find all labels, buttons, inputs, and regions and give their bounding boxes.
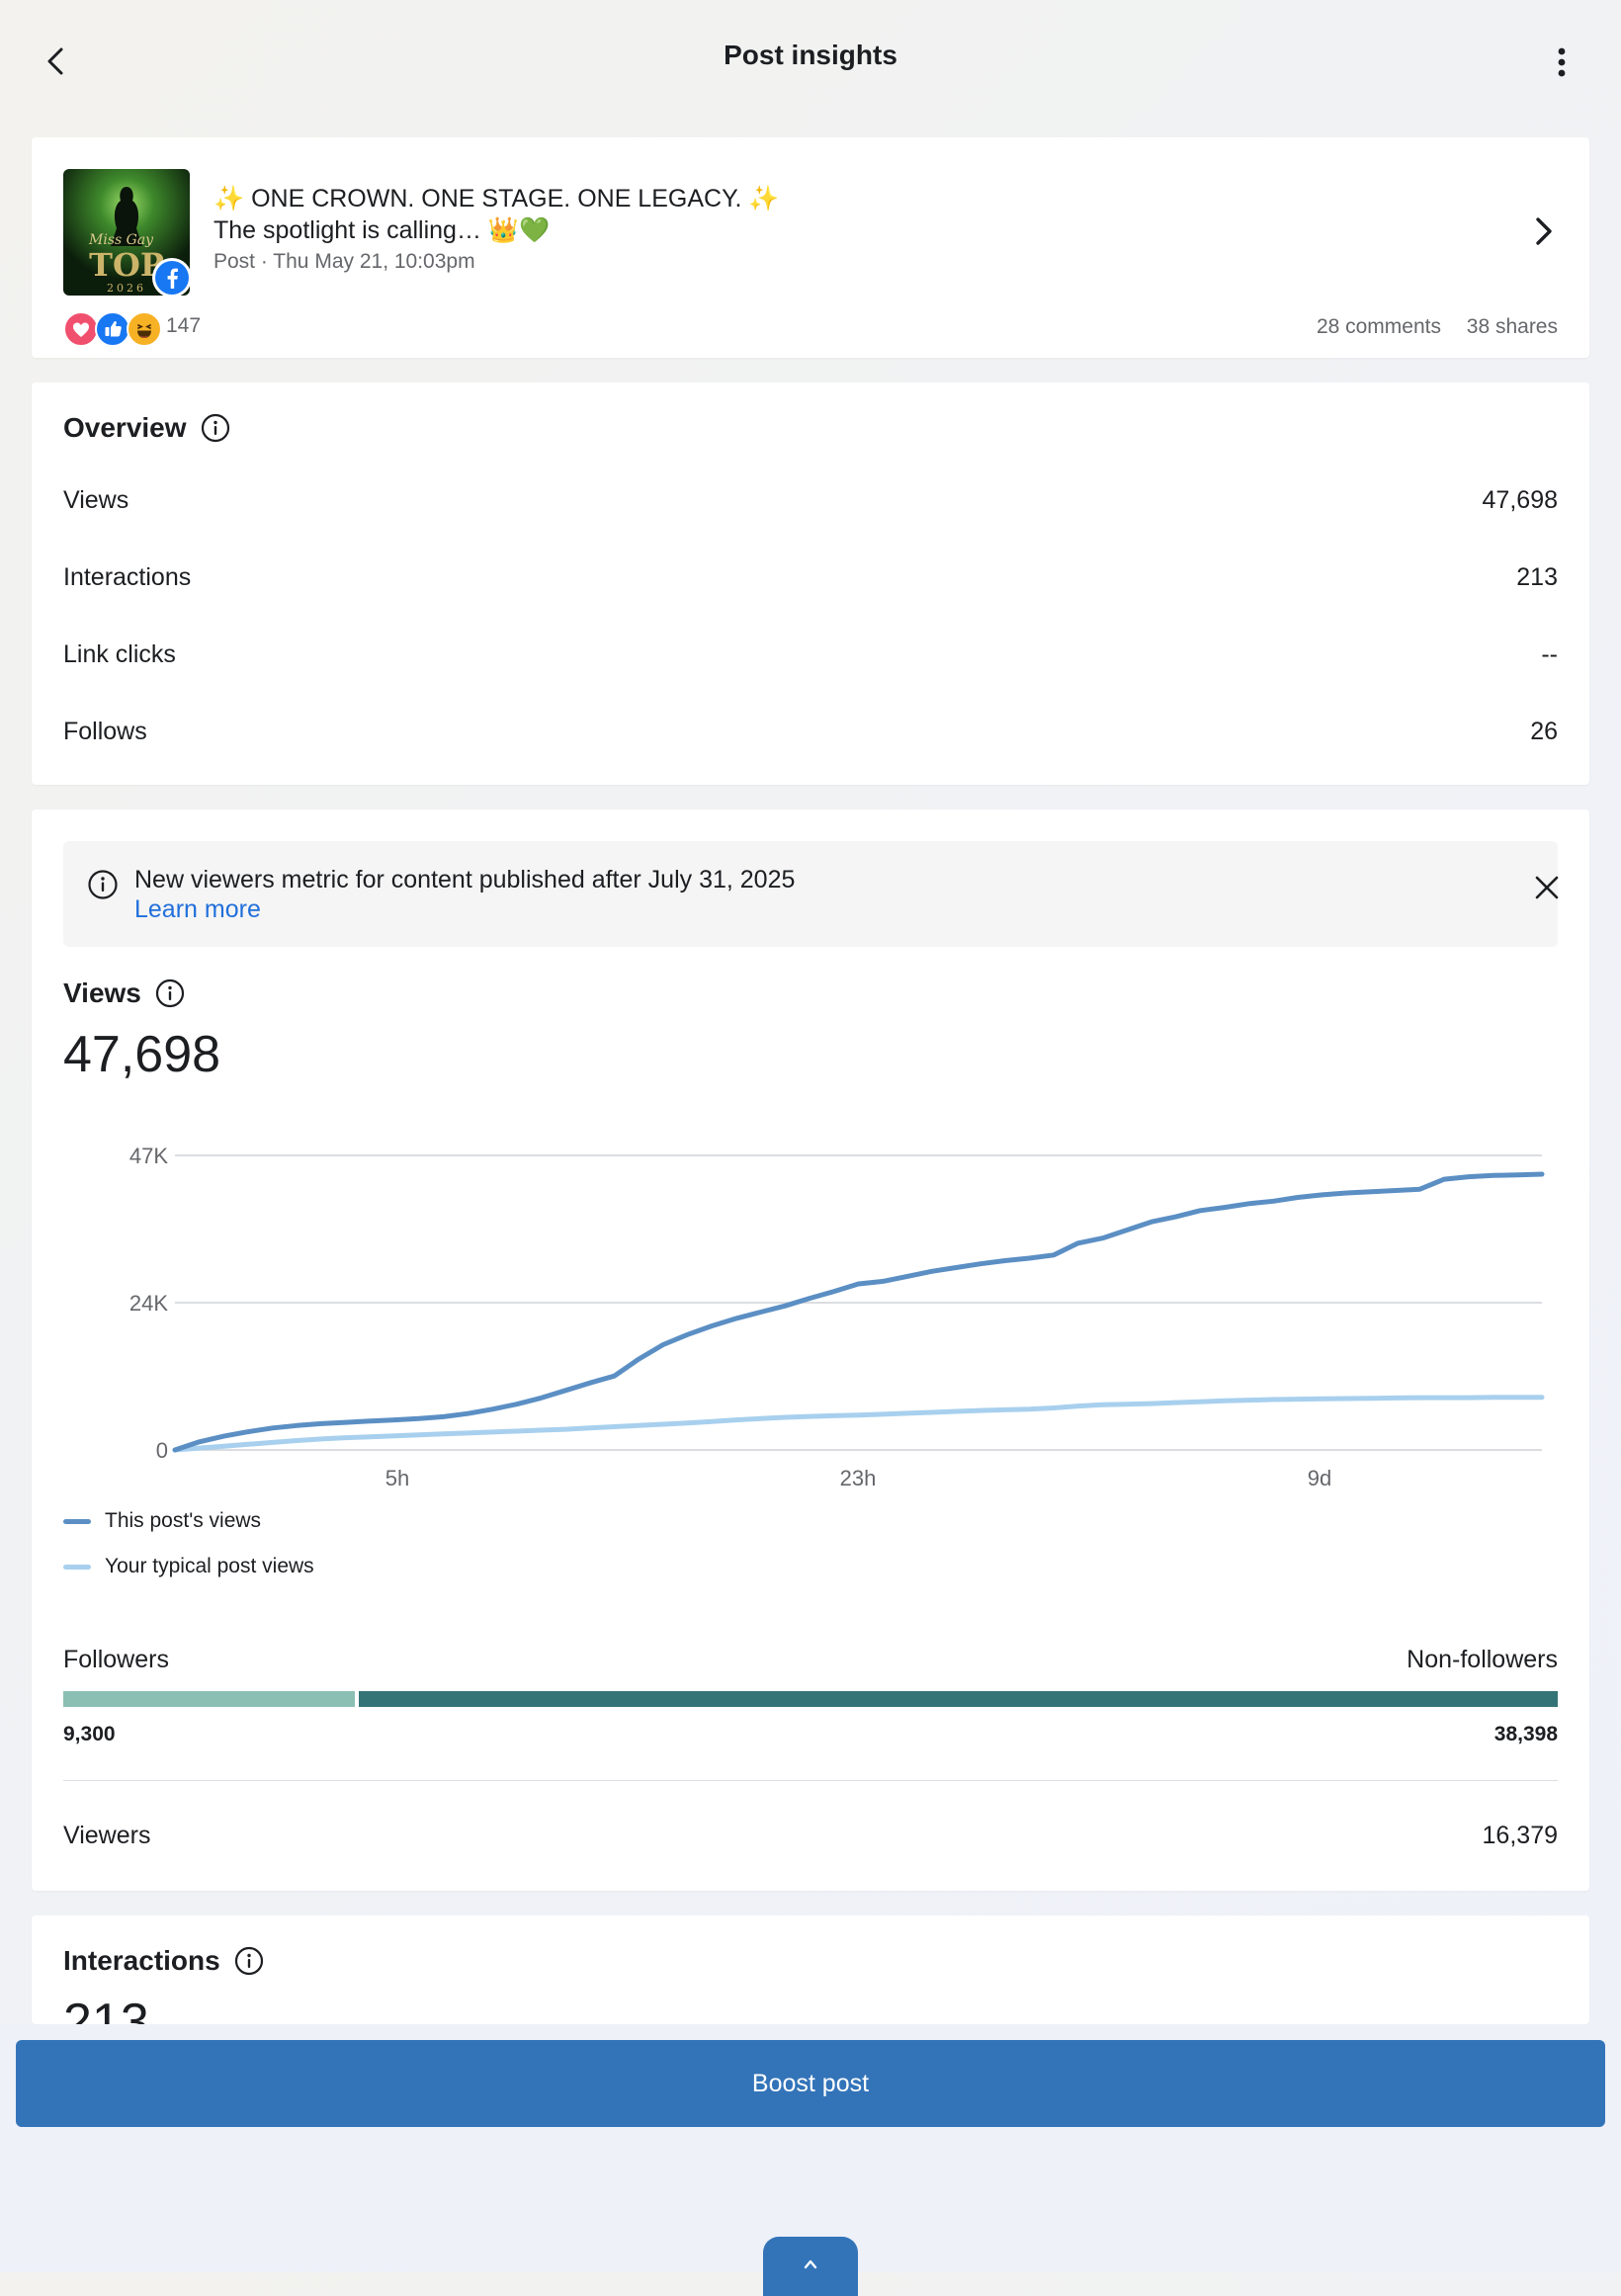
followers-label: Followers [63,1646,169,1673]
post-caption-line-2: The spotlight is calling… 👑💚 [213,216,551,244]
viewers-label: Viewers [63,1822,151,1849]
info-icon[interactable] [155,978,185,1008]
post-caption-line-1: ✨ ONE CROWN. ONE STAGE. ONE LEGACY. ✨ [213,185,780,213]
overview-card: Overview Views 47,698 Interactions 213 L… [32,383,1589,785]
series-line-this-post [172,1171,1545,1453]
overview-row-label-interactions: Interactions [63,563,192,591]
reaction-icons [63,311,162,347]
thumbnail-title-text: TOP [89,246,164,284]
followers-bar-segment [63,1691,355,1707]
series-line-typical [172,1395,1545,1453]
non-followers-value: 38,398 [1493,1723,1558,1745]
chevron-right-icon[interactable] [1530,214,1558,248]
top-bar: Post insights [0,0,1621,123]
divider [63,1780,1558,1781]
notice-text: New viewers metric for content published… [134,866,796,893]
chevron-up-icon [804,2259,817,2269]
interactions-title-row: Interactions [63,1945,264,1977]
thumbnail-script-text: Miss Gay [88,232,154,248]
interactions-card: Interactions 213 [32,1915,1589,2024]
post-meta: Post · Thu May 21, 10:03pm [213,250,475,273]
x-tick-label: 23h [840,1466,877,1490]
x-tick-label: 9d [1308,1466,1331,1490]
legend-swatch-this-post [63,1518,91,1524]
haha-reaction-icon [127,311,162,347]
info-icon [87,869,119,900]
y-tick-label: 24K [129,1291,168,1316]
reaction-count: 147 [166,314,202,337]
followers-split-bar [63,1691,1558,1707]
y-tick-label: 47K [129,1144,168,1168]
more-options-icon[interactable] [1544,42,1579,83]
back-icon[interactable] [38,40,77,83]
facebook-icon [152,258,192,298]
y-tick-label: 0 [156,1438,168,1463]
post-preview-card[interactable]: Miss Gay TOP 2026 ✨ ONE CROWN. ONE STAGE… [32,137,1589,358]
interactions-total: 213 [63,1994,149,2024]
thumbnail-year-text: 2026 [107,282,146,295]
followers-value: 9,300 [63,1723,116,1745]
overview-row-label-link-clicks: Link clicks [63,640,176,668]
close-icon[interactable] [1532,873,1562,902]
legend-label-typical: Your typical post views [105,1555,314,1577]
non-followers-bar-segment [358,1691,1558,1707]
views-card: New viewers metric for content published… [32,809,1589,1891]
legend-swatch-typical [63,1564,91,1570]
views-title-row: Views [63,978,185,1009]
legend-this-post: This post's views [63,1509,261,1533]
scroll-up-button[interactable] [763,2237,858,2296]
like-reaction-icon [95,311,130,347]
overview-row-label-follows: Follows [63,718,147,745]
learn-more-link[interactable]: Learn more [134,895,261,923]
views-line-chart: 0 24K 47K 5h 23h 9d [129,1144,1545,1490]
overview-row-label-views: Views [63,486,129,514]
views-total: 47,698 [63,1026,221,1083]
new-viewers-notice: New viewers metric for content published… [63,841,1559,947]
love-reaction-icon [63,311,99,347]
overview-title: Overview [63,412,187,443]
shares-count[interactable]: 38 shares [1466,315,1558,338]
views-title: Views [63,978,141,1008]
overview-row-value-views: 47,698 [1482,486,1558,514]
non-followers-label: Non-followers [1407,1646,1558,1673]
comments-count[interactable]: 28 comments [1316,315,1441,338]
page-title: Post insights [724,40,897,70]
overview-row-value-link-clicks: -- [1541,640,1558,668]
info-icon[interactable] [201,413,230,443]
boost-post-button[interactable]: Boost post [16,2040,1605,2127]
viewers-value: 16,379 [1482,1822,1558,1849]
info-icon[interactable] [234,1946,264,1976]
overview-title-row: Overview [63,412,230,444]
legend-typical-post: Your typical post views [63,1555,314,1578]
overview-row-value-interactions: 213 [1516,563,1558,591]
x-tick-label: 5h [385,1466,409,1490]
overview-row-value-follows: 26 [1530,718,1558,745]
legend-label-this-post: This post's views [105,1509,262,1532]
interactions-title: Interactions [63,1945,220,1976]
